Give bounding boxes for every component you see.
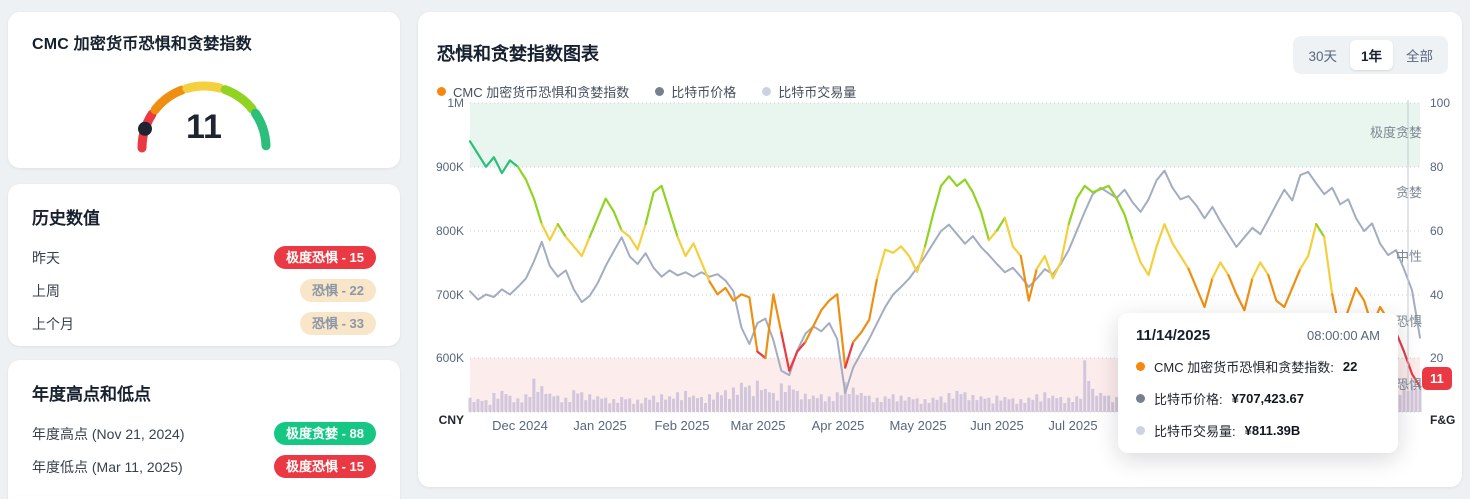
tooltip-value: ¥811.39B [1244, 423, 1301, 438]
history-row-yesterday: 昨天 极度恐惧 - 15 [32, 244, 376, 271]
gauge-value: 11 [186, 108, 222, 146]
yearly-row-label: 年度高点 (Nov 21, 2024) [32, 425, 185, 442]
history-row-last-month: 上个月 恐惧 - 33 [32, 310, 376, 337]
history-row-label: 上个月 [32, 315, 74, 332]
x-axis-tick: Jul 2025 [1048, 418, 1098, 433]
fng-series-dot-icon [437, 87, 446, 96]
tooltip-value: ¥707,423.67 [1231, 391, 1304, 406]
chart-title: 恐惧和贪婪指数图表 [437, 44, 599, 64]
status-badge: 极度恐惧 - 15 [273, 245, 376, 270]
y-right-axis-unit: F&G [1430, 413, 1456, 427]
fear-greed-chart-card: 恐惧和贪婪指数图表 CMC 加密货币恐惧和贪婪指数 比特币价格 比特币交易量 3… [418, 12, 1462, 487]
chart-tooltip: 11/14/2025 08:00:00 AM CMC 加密货币恐惧和贪婪指数: … [1118, 313, 1398, 453]
time-range-switcher: 30天 1年 全部 [1293, 36, 1448, 74]
tooltip-date: 11/14/2025 [1136, 327, 1211, 344]
current-value-badge: 11 [1422, 367, 1452, 390]
legend-item-fng[interactable]: CMC 加密货币恐惧和贪婪指数 [437, 82, 629, 101]
zone-label-extreme-greed: 极度贪婪 [1369, 125, 1422, 140]
gauge-needle-dot [138, 121, 152, 136]
history-row-label: 上周 [32, 282, 60, 299]
btc-price-series-dot-icon [1136, 394, 1145, 403]
tooltip-row-btc-price: 比特币价格: ¥707,423.67 [1136, 389, 1380, 408]
legend-label: 比特币交易量 [778, 85, 857, 100]
legend-label: CMC 加密货币恐惧和贪婪指数 [453, 85, 630, 100]
x-axis-tick: May 2025 [889, 418, 947, 433]
status-badge: 极度贪婪 - 88 [273, 421, 376, 446]
y-left-tick: 800K [435, 224, 464, 238]
next-card-edge [8, 496, 400, 499]
range-button-30d[interactable]: 30天 [1297, 40, 1348, 70]
btc-volume-series-dot-icon [762, 87, 772, 96]
tooltip-row-fng: CMC 加密货币恐惧和贪婪指数: 22 [1136, 357, 1380, 376]
tooltip-value: 22 [1342, 359, 1358, 374]
y-right-tick: 20 [1430, 351, 1444, 365]
gauge-segment-fear [150, 85, 187, 115]
legend-label: 比特币价格 [671, 85, 737, 100]
zone-label-neutral: 中性 [1395, 249, 1422, 264]
range-button-all[interactable]: 全部 [1395, 40, 1444, 70]
gauge-card-title: CMC 加密货币恐惧和贪婪指数 [32, 36, 252, 53]
status-badge: 恐惧 - 33 [299, 311, 376, 336]
x-axis-tick: Jun 2025 [970, 418, 1024, 433]
x-axis-tick: Jan 2025 [573, 418, 627, 433]
y-right-tick: 100 [1430, 96, 1451, 110]
zone-label-greed: 贪婪 [1395, 185, 1422, 200]
y-left-tick: 600K [435, 351, 464, 365]
legend-item-btc-price[interactable]: 比特币价格 [655, 82, 736, 101]
tooltip-label: 比特币交易量: [1154, 424, 1236, 439]
gauge-arc-icon [137, 81, 271, 153]
x-axis-tick: Dec 2024 [492, 418, 548, 433]
legend-item-btc-volume[interactable]: 比特币交易量 [762, 82, 856, 101]
yearly-card-title: 年度高点和低点 [32, 385, 151, 404]
yearly-high-row: 年度高点 (Nov 21, 2024) 极度贪婪 - 88 [32, 420, 376, 447]
history-row-last-week: 上周 恐惧 - 22 [32, 277, 376, 304]
y-left-tick: 900K [435, 160, 464, 174]
x-axis-tick: Mar 2025 [730, 418, 786, 433]
zone-label-fear: 恐惧 [1395, 314, 1422, 329]
y-right-tick: 80 [1430, 160, 1444, 174]
fear-greed-gauge: 11 [114, 56, 294, 156]
y-left-tick: 1M [447, 96, 464, 110]
history-row-label: 昨天 [32, 249, 60, 266]
history-card: 历史数值 昨天 极度恐惧 - 15 上周 恐惧 - 22 上个月 恐惧 - 33 [8, 184, 400, 346]
chart-legend: CMC 加密货币恐惧和贪婪指数 比特币价格 比特币交易量 [437, 82, 856, 101]
x-axis-tick: Feb 2025 [654, 418, 710, 433]
y-left-axis-unit: CNY [438, 413, 464, 427]
tooltip-row-btc-volume: 比特币交易量: ¥811.39B [1136, 421, 1380, 440]
fear-greed-chart-plot[interactable] [418, 12, 1462, 487]
gauge-segment-neutral [182, 81, 225, 93]
gauge-segment-extreme-greed [250, 108, 271, 151]
tooltip-header: 11/14/2025 08:00:00 AM [1136, 327, 1380, 344]
tooltip-label: 比特币价格: [1154, 392, 1223, 407]
status-badge: 恐惧 - 22 [299, 278, 376, 303]
status-badge: 极度恐惧 - 15 [273, 454, 376, 479]
y-left-tick: 700K [435, 288, 464, 302]
btc-volume-series-dot-icon [1136, 426, 1145, 435]
gauge-card: CMC 加密货币恐惧和贪婪指数 11 [8, 12, 400, 168]
range-button-1y[interactable]: 1年 [1349, 40, 1393, 70]
btc-price-series-dot-icon [655, 87, 665, 96]
y-right-tick: 60 [1430, 224, 1444, 238]
tooltip-time: 08:00:00 AM [1307, 328, 1380, 343]
gauge-segment-greed [220, 85, 257, 114]
tooltip-label: CMC 加密货币恐惧和贪婪指数: [1154, 360, 1334, 375]
history-card-title: 历史数值 [32, 209, 100, 228]
yearly-low-row: 年度低点 (Mar 11, 2025) 极度恐惧 - 15 [32, 453, 376, 480]
x-axis-tick: Apr 2025 [811, 418, 865, 433]
yearly-row-label: 年度低点 (Mar 11, 2025) [32, 458, 183, 475]
yearly-high-low-card: 年度高点和低点 年度高点 (Nov 21, 2024) 极度贪婪 - 88 年度… [8, 360, 400, 499]
fng-series-dot-icon [1136, 362, 1145, 371]
y-right-tick: 40 [1430, 288, 1444, 302]
